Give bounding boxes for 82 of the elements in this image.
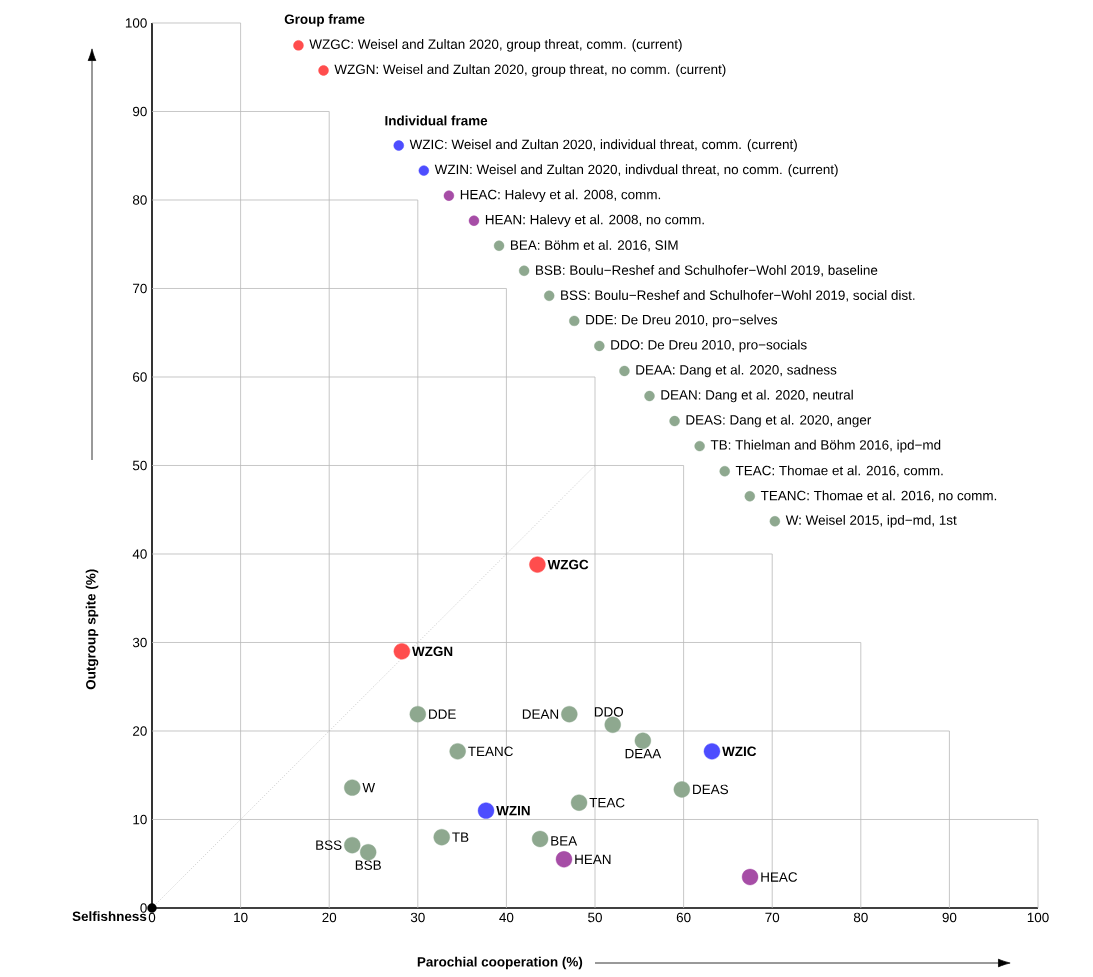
legend-label: BEA: Böhm et al. 2016, SIM: [510, 240, 678, 252]
legend-label: TEAC: Thomae et al. 2016, comm.: [735, 465, 943, 477]
point: [433, 829, 450, 846]
y-tick-label: 70: [133, 283, 147, 294]
legend-label: DEAS: Dang et al. 2020, anger: [686, 414, 872, 428]
annotation: WZGN: [412, 646, 453, 657]
point: [409, 706, 426, 723]
legend-label: HEAC: Halevy et al. 2008, comm.: [460, 189, 661, 202]
annotation: WZGC: [547, 559, 589, 570]
x-tick-label: 80: [853, 912, 868, 923]
point: [570, 794, 588, 811]
annotation: Individual frame: [385, 115, 488, 126]
point: [604, 716, 621, 733]
annotation: DDE: [429, 709, 456, 719]
y-tick-label: 20: [133, 726, 147, 736]
annotation: DEAN: [522, 709, 559, 719]
x-tick-label: 90: [942, 912, 957, 923]
point: [531, 830, 549, 848]
point: [555, 851, 573, 868]
legend-label: WZGC: Weisel and Zultan 2020, group threat, comm. (current): [309, 39, 682, 52]
y-tick-label: 0: [140, 903, 147, 913]
legend-label: WZIC: Weisel and Zultan 2020, individual threat, comm. (current): [409, 139, 797, 152]
legend-label: TEANC: Thomae et al. 2016, no comm.: [760, 490, 997, 502]
point: [741, 868, 759, 886]
y-tick-label: 40: [132, 549, 147, 559]
legend-label: BSS: Boulu−Reshef and Schulhofer−Wohl 2019, social dist.: [561, 290, 915, 302]
annotation: DEAS: [693, 784, 729, 795]
annotation: BEA: [551, 836, 578, 846]
legend-label: WZIN: Weisel and Zultan 2020, indivdual threat, no comm. (current): [434, 164, 838, 177]
y-tick-label: 50: [132, 460, 147, 471]
point: [703, 743, 721, 760]
legend-label: WZGN: Weisel and Zultan 2020, group threat, no comm. (current): [334, 64, 726, 77]
point: [673, 781, 690, 798]
annotation: HEAC: [761, 872, 798, 882]
point: [529, 556, 546, 573]
legend-label: DDE: De Dreu 2010, pro−selves: [586, 314, 778, 328]
point: [344, 779, 361, 796]
point: [561, 706, 578, 723]
annotation: HEAN: [575, 854, 611, 864]
point: [449, 743, 466, 760]
point: [147, 903, 157, 913]
x-tick-label: 10: [234, 912, 248, 923]
y-tick-label: 60: [133, 372, 147, 382]
x-axis-title: Parochial cooperation (%): [417, 956, 583, 970]
annotation: W: [362, 783, 376, 793]
point: [477, 802, 495, 819]
point: [393, 643, 411, 660]
legend-label: BSB: Boulu−Reshef and Schulhofer−Wohl 2019, baseline: [536, 265, 878, 277]
y-tick-label: 100: [125, 18, 147, 28]
legend-label: TB: Thielman and Böhm 2016, ipd−md: [710, 439, 941, 453]
x-tick-label: 40: [499, 912, 514, 923]
annotation: TEAC: [589, 797, 625, 808]
y-axis-title: Outgroup spite (%): [85, 569, 99, 690]
annotation: TEANC: [468, 746, 513, 757]
y-tick-label: 80: [132, 195, 147, 205]
x-tick-label: 100: [1027, 912, 1049, 923]
annotation: DDO: [594, 707, 624, 717]
annotation: Group frame: [284, 14, 365, 27]
y-tick-label: 90: [132, 106, 147, 117]
y-tick-label: 10: [133, 814, 147, 825]
point: [634, 732, 652, 749]
x-tick-label: 50: [588, 912, 602, 923]
legend-label: HEAN: Halevy et al. 2008, no comm.: [485, 214, 704, 227]
x-tick-label: 0: [148, 912, 156, 923]
annotation: Selfishness: [72, 911, 147, 922]
legend-label: DDO: De Dreu 2010, pro−socials: [611, 339, 807, 353]
x-tick-label: 60: [676, 912, 691, 923]
legend-label: DEAN: Dang et al. 2020, neutral: [661, 389, 853, 403]
annotation: WZIN: [496, 806, 530, 816]
legend-label: W: Weisel 2015, ipd−md, 1st: [785, 514, 957, 528]
annotation: BSB: [355, 860, 381, 870]
annotation: DEAA: [625, 748, 662, 759]
point: [360, 844, 377, 861]
legend-label: DEAA: Dang et al. 2020, sadness: [636, 364, 837, 378]
annotation: WZIC: [722, 746, 757, 757]
x-tick-label: 20: [322, 912, 337, 923]
y-tick-label: 30: [132, 637, 147, 648]
annotation: BSS: [316, 840, 342, 850]
x-tick-label: 70: [765, 912, 780, 923]
point: [344, 836, 361, 854]
annotation: TB: [452, 832, 469, 842]
x-tick-label: 30: [410, 912, 425, 923]
